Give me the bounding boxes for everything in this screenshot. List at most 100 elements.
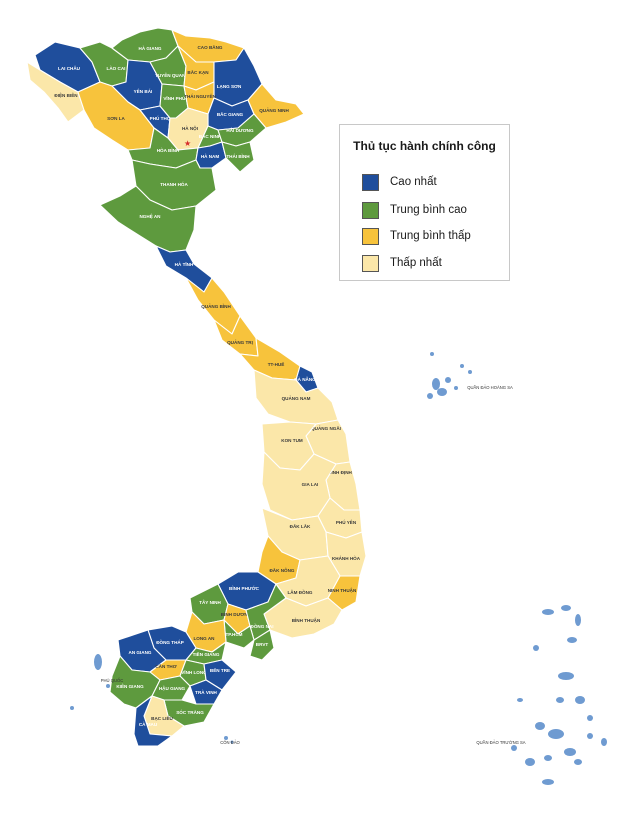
island — [224, 736, 228, 740]
legend-swatch-trung-binh-thap — [362, 227, 379, 245]
province-label-phu-tho: PHÚ THỌ — [150, 115, 171, 121]
capital-star-icon: ★ — [184, 139, 191, 148]
island-label-quan-dao-truong-sa: QUẦN ĐẢO TRƯỜNG SA — [476, 740, 525, 745]
island — [548, 729, 564, 739]
province-label-nghe-an: NGHỆ AN — [139, 212, 161, 219]
legend-label-thap-nhat: Thấp nhất — [390, 257, 442, 269]
island — [427, 393, 433, 399]
province-label-lam-dong: LÂM ĐỒNG — [287, 589, 312, 595]
island-label-quan-dao-hoang-sa: QUẦN ĐẢO HOÀNG SA — [467, 385, 513, 390]
islands-layer: QUẦN ĐẢO HOÀNG SA QUẦN ĐẢO TRƯỜNG SA PHÚ Q… — [70, 352, 607, 785]
island — [564, 748, 576, 756]
island — [437, 388, 447, 396]
province-label-ha-nam: HÀ NAM — [201, 153, 220, 159]
province-ca-mau — [133, 695, 173, 747]
province-label-tuyen-quang: TUYÊN QUANG — [155, 71, 189, 78]
province-label-kon-tum: KON TUM — [281, 438, 303, 443]
province-ben-tre — [203, 659, 237, 691]
island — [587, 715, 593, 721]
province-label-quang-nam: QUẢNG NAM — [282, 395, 311, 401]
province-label-hau-giang: HẬU GIANG — [159, 685, 186, 691]
island — [542, 609, 554, 615]
island — [542, 779, 554, 785]
province-label-lao-cai: LÀO CAI — [107, 65, 126, 71]
island — [445, 377, 451, 383]
island — [106, 684, 110, 688]
province-label-tay-ninh: TÂY NINH — [199, 599, 221, 605]
legend-swatch-trung-binh-cao — [362, 201, 379, 219]
island — [567, 637, 577, 643]
province-label-an-giang: AN GIANG — [129, 650, 152, 655]
province-label-dak-lak: ĐẮK LẮK — [290, 522, 311, 529]
island — [430, 352, 434, 356]
province-label-quang-tri: QUẢNG TRỊ — [227, 339, 253, 345]
province-label-dak-nong: ĐẮK NÔNG — [269, 566, 294, 573]
province-label-bac-lieu: BẠC LIÊU — [151, 714, 173, 721]
province-label-thai-nguyen: THÁI NGUYÊN — [184, 92, 216, 99]
province-label-lang-son: LẠNG SƠN — [217, 84, 242, 89]
province-label-ben-tre: BẾN TRE — [210, 667, 230, 673]
province-label-son-la: SƠN LA — [107, 116, 125, 121]
province-label-cao-bang: CAO BẰNG — [197, 43, 222, 50]
province-label-quang-ninh: QUẢNG NINH — [259, 107, 289, 113]
province-label-yen-bai: YÊN BÁI — [134, 87, 153, 94]
island — [70, 706, 74, 710]
province-label-can-tho: CẦN THƠ — [155, 663, 176, 669]
island — [561, 605, 571, 611]
province-label-thanh-hoa: THANH HÓA — [160, 180, 188, 187]
province-label-tt-hue: TT-HUẾ — [268, 361, 285, 367]
island — [544, 755, 552, 761]
legend-item-trung-binh-cao: Trung bình cao — [362, 201, 467, 219]
island — [575, 696, 585, 704]
island — [587, 733, 593, 739]
island — [575, 614, 581, 626]
province-label-binh-thuan: BÌNH THUẬN — [292, 616, 321, 623]
island — [533, 645, 539, 651]
province-label-ha-giang: HÀ GIANG — [139, 45, 162, 51]
island-label-phu-quoc: PHÚ QUỐC — [101, 678, 124, 683]
province-label-ha-tinh: HÀ TĨNH — [175, 261, 194, 267]
province-label-soc-trang: SÓC TRĂNG — [176, 708, 204, 715]
province-label-brvt: BRVT — [256, 642, 269, 647]
province-label-thai-binh: THÁI BÌNH — [226, 152, 250, 159]
legend-item-thap-nhat: Thấp nhất — [362, 254, 442, 272]
island — [460, 364, 464, 368]
island — [94, 654, 102, 670]
province-label-bac-giang: BẮC GIANG — [217, 110, 244, 117]
province-label-da-nang: ĐÀ NẴNG — [294, 376, 316, 382]
province-label-gia-lai: GIA LAI — [302, 482, 319, 487]
province-label-vinh-long: VĨNH LONG — [181, 669, 207, 675]
legend-item-cao-nhat: Cao nhất — [362, 173, 437, 191]
province-label-vinh-phuc: VĨNH PHÚC — [163, 95, 189, 101]
province-label-dong-thap: ĐỒNG THÁP — [156, 639, 184, 645]
legend-item-trung-binh-thap: Trung bình thấp — [362, 227, 471, 245]
island — [558, 672, 574, 680]
island — [574, 759, 582, 765]
island — [230, 740, 234, 744]
province-quang-nam — [253, 369, 339, 425]
province-label-binh-phuoc: BÌNH PHƯỚC — [229, 584, 260, 591]
province-label-long-an: LONG AN — [193, 636, 215, 641]
province-gia-lai — [261, 451, 337, 521]
province-label-ca-mau: CÀ MAU — [139, 721, 158, 727]
province-label-tra-vinh: TRÀ VINH — [195, 689, 217, 695]
province-nghe-an — [99, 185, 197, 253]
island — [556, 697, 564, 703]
legend: Thủ tục hành chính công Cao nhất Trung b… — [339, 124, 510, 281]
island-label-con-dao: CÔN ĐẢO — [220, 740, 240, 745]
province-label-dong-nai: ĐỒNG NAI — [251, 623, 274, 629]
island — [511, 745, 517, 751]
province-dien-bien — [26, 61, 85, 123]
province-label-bac-ninh: BẮC NINH — [199, 132, 222, 139]
province-label-tien-giang: TIỀN GIANG — [193, 651, 220, 657]
province-label-tp-hcm: TP.HCM — [225, 632, 242, 637]
island — [535, 722, 545, 730]
province-tra-vinh — [189, 679, 223, 705]
legend-swatch-cao-nhat — [362, 173, 379, 191]
island — [454, 386, 458, 390]
island — [525, 758, 535, 766]
province-label-khanh-hoa: KHÁNH HÒA — [332, 554, 361, 561]
province-label-lai-chau: LAI CHÂU — [58, 65, 81, 71]
provinces-layer: LAI CHÂU LÀO CAI HÀ GIANG CAO BẰNG ĐIỆN BIÊN… — [26, 27, 367, 747]
